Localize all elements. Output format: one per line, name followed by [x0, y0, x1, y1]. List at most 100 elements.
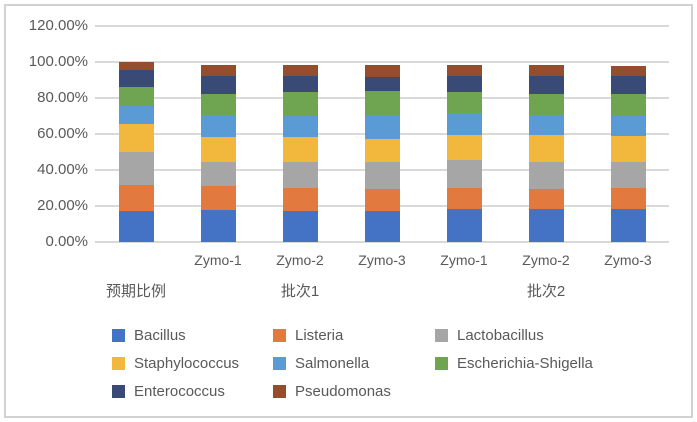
x-category-label: Zymo-2 [522, 252, 570, 268]
bar-segment-escherichia-shigella [364, 91, 400, 116]
legend-swatch-icon [112, 385, 125, 398]
bar-segment-staphylococcus [364, 139, 400, 163]
bar-segment-enterococcus [446, 76, 482, 93]
bar-segment-lactobacillus [528, 161, 564, 189]
bar-segment-escherichia-shigella [282, 91, 318, 117]
legend-label: Escherichia-Shigella [457, 355, 593, 372]
stacked-bar [282, 65, 318, 242]
bar-segment-staphylococcus [282, 136, 318, 162]
x-category-label: Zymo-2 [276, 252, 324, 268]
legend-swatch-icon [273, 329, 286, 342]
bar-segment-escherichia-shigella [118, 87, 154, 106]
bar-segment-staphylococcus [610, 135, 646, 162]
stacked-bar [364, 65, 400, 242]
bar-segment-pseudomonas [200, 65, 236, 76]
legend-label: Listeria [295, 327, 344, 344]
legend-label: Enterococcus [134, 383, 225, 400]
bar-segment-lactobacillus [446, 160, 482, 189]
bar-segment-listeria [282, 188, 318, 211]
bar-segment-salmonella [364, 115, 400, 140]
y-tick-label: 40.00% [37, 161, 88, 178]
bar-segment-lactobacillus [200, 161, 236, 186]
bar-segment-bacillus [200, 209, 236, 242]
stacked-bar [446, 65, 482, 242]
bar-segment-listeria [610, 188, 646, 210]
legend-item: Enterococcus [112, 383, 273, 400]
bar-segment-bacillus [364, 211, 400, 242]
stacked-bar [118, 62, 154, 242]
legend-label: Bacillus [134, 327, 186, 344]
bar-segment-listeria [446, 188, 482, 210]
bar-segment-enterococcus [282, 76, 318, 92]
x-category-label: Zymo-3 [358, 252, 406, 268]
bar-segment-staphylococcus [118, 124, 154, 153]
bar-segment-escherichia-shigella [446, 92, 482, 114]
bar-segment-staphylococcus [200, 136, 236, 162]
legend-swatch-icon [273, 385, 286, 398]
bar-segment-salmonella [446, 113, 482, 135]
gridline [95, 25, 669, 27]
bar-segment-escherichia-shigella [610, 93, 646, 117]
legend-item: Lactobacillus [435, 327, 612, 344]
bar-segment-bacillus [282, 210, 318, 242]
bar-segment-lactobacillus [610, 161, 646, 189]
plot-area [95, 25, 669, 243]
bar-segment-listeria [118, 185, 154, 211]
legend-label: Staphylococcus [134, 355, 240, 372]
legend-item: Pseudomonas [273, 383, 435, 400]
bar-segment-staphylococcus [528, 135, 564, 162]
bar-segment-enterococcus [118, 69, 154, 88]
bar-segment-salmonella [118, 105, 154, 125]
y-tick-label: 60.00% [37, 125, 88, 142]
bar-segment-listeria [200, 185, 236, 210]
bar-segment-bacillus [446, 209, 482, 242]
legend-swatch-icon [112, 329, 125, 342]
gridline [95, 241, 669, 243]
bar-segment-pseudomonas [282, 65, 318, 77]
x-category-label: Zymo-3 [604, 252, 652, 268]
stacked-bar [200, 65, 236, 242]
legend-item: Salmonella [273, 355, 435, 372]
legend-item: Listeria [273, 327, 435, 344]
bar-segment-salmonella [610, 116, 646, 136]
bar-segment-bacillus [528, 209, 564, 242]
bar-segment-listeria [528, 188, 564, 210]
bar-segment-lactobacillus [364, 162, 400, 189]
y-tick-label: 100.00% [28, 53, 88, 70]
legend-swatch-icon [273, 357, 286, 370]
bar-segment-lactobacillus [282, 161, 318, 189]
bar-segment-salmonella [528, 115, 564, 136]
bar-segment-lactobacillus [118, 152, 154, 186]
x-group-label: 批次1 [280, 283, 320, 300]
bar-segment-salmonella [282, 116, 318, 137]
bar-segment-escherichia-shigella [200, 93, 236, 116]
stacked-bar [528, 65, 564, 242]
legend-item: Bacillus [112, 327, 273, 344]
legend-swatch-icon [435, 329, 448, 342]
legend: Bacillus Listeria Lactobacillus Staphylococ… [112, 327, 612, 400]
x-axis-category-labels: Zymo-1 Zymo-2 Zymo-3 Zymo-1 Zymo-2 Zymo-3 [95, 250, 669, 270]
bar-segment-escherichia-shigella [528, 94, 564, 116]
bar-segment-enterococcus [610, 76, 646, 94]
bar-segment-enterococcus [200, 75, 236, 94]
y-tick-label: 120.00% [28, 17, 88, 34]
legend-swatch-icon [112, 357, 125, 370]
bar-segment-salmonella [200, 115, 236, 137]
legend-item: Staphylococcus [112, 355, 273, 372]
y-tick-label: 80.00% [37, 89, 88, 106]
bar-segment-listeria [364, 188, 400, 212]
bar-segment-staphylococcus [446, 134, 482, 161]
x-axis-group-labels: 预期比例 批次1 批次2 [95, 280, 669, 304]
y-axis-labels: 0.00% 20.00% 40.00% 60.00% 80.00% 100.00% 120.… [0, 17, 88, 250]
legend-label: Salmonella [295, 355, 370, 372]
legend-label: Lactobacillus [457, 327, 544, 344]
bar-segment-enterococcus [364, 76, 400, 91]
x-category-label: Zymo-1 [194, 252, 242, 268]
bar-segment-enterococcus [528, 76, 564, 95]
legend-item: Escherichia-Shigella [435, 355, 612, 372]
bar-segment-pseudomonas [528, 65, 564, 77]
x-category-label: Zymo-1 [440, 252, 488, 268]
bar-segment-bacillus [610, 209, 646, 242]
y-tick-label: 0.00% [45, 233, 88, 250]
